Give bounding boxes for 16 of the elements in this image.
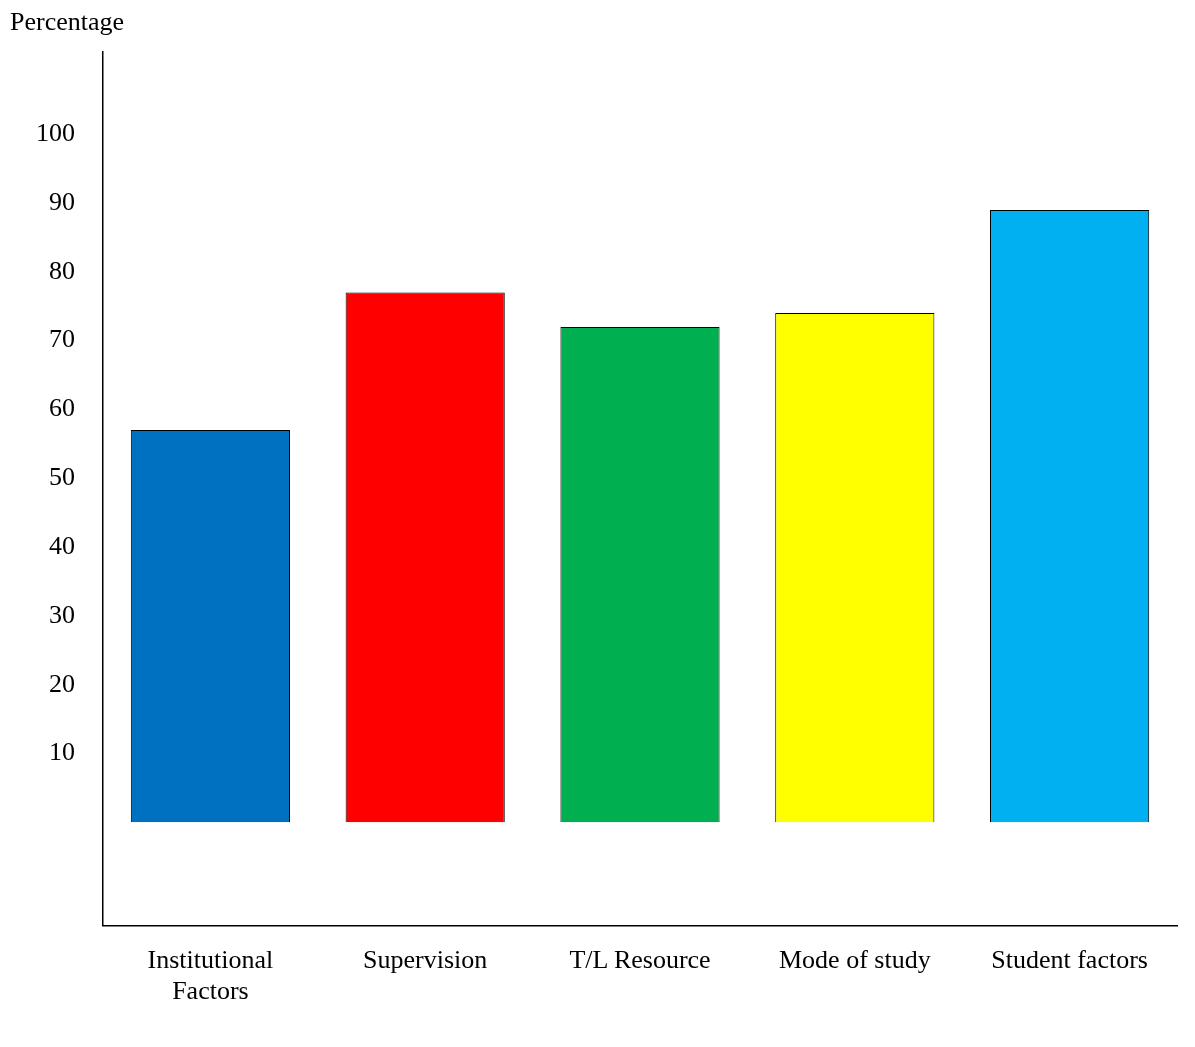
y-tick-label: 10 (49, 737, 75, 767)
x-tick-label: Institutional Factors (147, 945, 274, 1006)
y-tick-label: 70 (49, 324, 75, 354)
y-axis-title: Percentage (10, 6, 125, 36)
x-tick-label: Mode of study (778, 945, 931, 975)
y-tick-label: 100 (36, 118, 75, 148)
y-tick-label: 90 (49, 186, 75, 216)
x-tick-label: Supervision (363, 945, 488, 975)
y-tick-label: 80 (49, 255, 75, 285)
x-tick-label: Student factors (991, 945, 1148, 975)
y-tick-label: 50 (49, 462, 75, 492)
y-tick-label: 30 (49, 599, 75, 629)
x-tick-label: T/L Resource (569, 945, 711, 975)
y-tick-label: 60 (49, 393, 75, 423)
y-tick-label: 40 (49, 530, 75, 560)
y-tick-label: 20 (49, 668, 75, 698)
